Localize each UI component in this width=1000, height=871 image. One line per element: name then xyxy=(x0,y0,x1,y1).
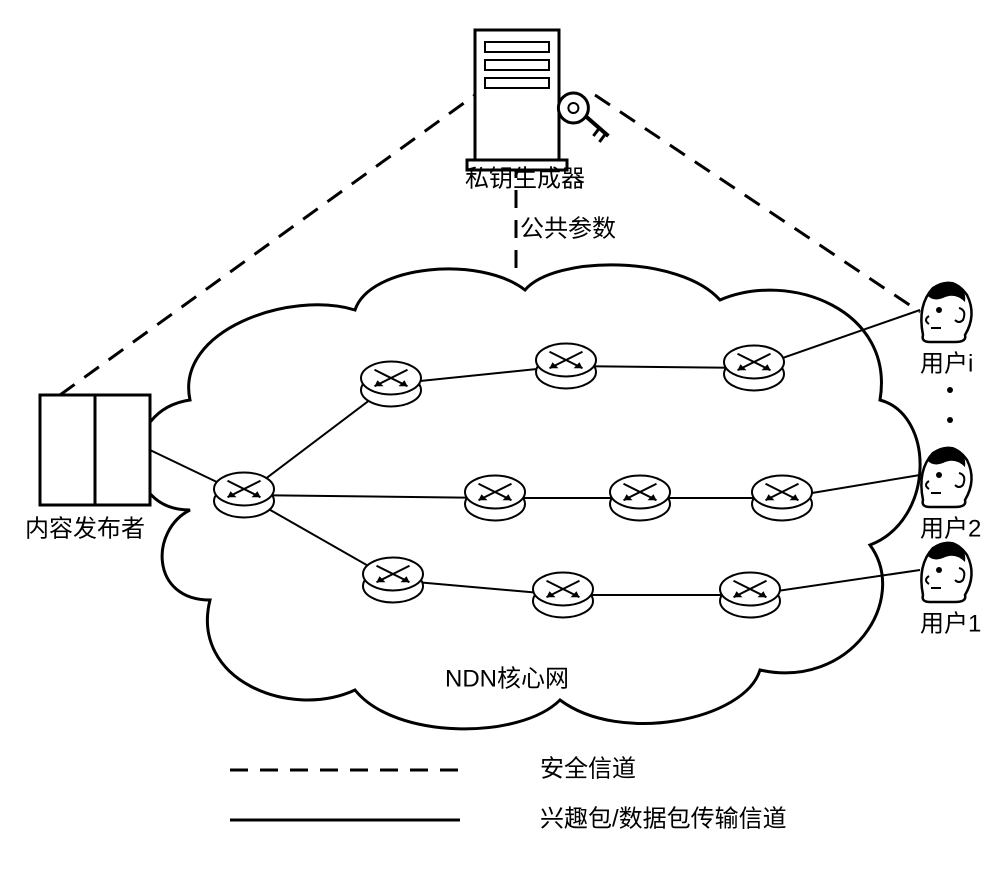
server-body xyxy=(475,30,559,160)
legend-solid-label: 兴趣包/数据包传输信道 xyxy=(540,805,787,832)
legend-dashed-label: 安全信道 xyxy=(540,755,636,782)
server-label: 私钥生成器 xyxy=(465,165,585,192)
router-icon xyxy=(610,476,670,521)
router-icon xyxy=(724,346,784,391)
external-links xyxy=(150,310,920,595)
router-icon xyxy=(752,476,812,521)
dot xyxy=(947,387,953,393)
key-server xyxy=(467,30,608,170)
router-edge xyxy=(244,495,495,498)
secure-channel-line xyxy=(595,95,920,312)
dot xyxy=(947,417,953,423)
ellipsis-dots xyxy=(947,387,953,453)
user-icon: 用户2 xyxy=(920,447,981,543)
user-label: 用户2 xyxy=(920,515,981,542)
secure-channel-line xyxy=(60,95,475,395)
user-icon: 用户1 xyxy=(920,542,981,638)
cloud-label: NDN核心网 xyxy=(445,665,569,692)
router-icon xyxy=(533,573,593,618)
key-icon xyxy=(558,93,588,123)
content-publisher xyxy=(40,395,150,505)
public-param-label: 公共参数 xyxy=(520,215,616,242)
router-icon xyxy=(214,473,274,518)
legend: 安全信道 兴趣包/数据包传输信道 xyxy=(230,755,787,832)
dot xyxy=(947,447,953,453)
routers xyxy=(214,344,812,618)
publisher-label: 内容发布者 xyxy=(25,515,145,542)
router-icon xyxy=(536,344,596,389)
router-icon xyxy=(720,573,780,618)
users-group: 用户i 用户2 用户1 xyxy=(920,282,981,638)
router-icon xyxy=(363,558,423,603)
user-label: 用户1 xyxy=(920,610,981,637)
router-icon xyxy=(465,476,525,521)
user-label: 用户i xyxy=(920,350,973,377)
router-icon xyxy=(361,362,421,407)
diagram-canvas: NDN核心网 私钥生成器 公共参数 内容发布者 用户i 用户2 用户1 安全信道 兴… xyxy=(0,0,1000,871)
user-icon: 用户i xyxy=(920,282,973,378)
